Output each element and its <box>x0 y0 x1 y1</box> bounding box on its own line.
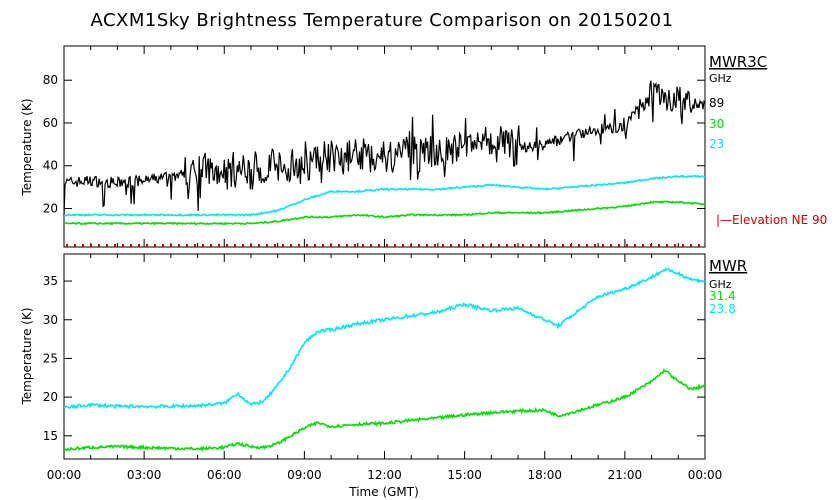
top-x-ticks <box>63 46 706 247</box>
bottom-series-line-23-8 <box>63 267 706 410</box>
top-y-tick-label: 60 <box>43 116 58 130</box>
top-panel: 20 40 60 80 Temperature (K) MWR3C GHz 89 30… <box>20 45 827 248</box>
top-legend-30: 30 <box>709 117 724 131</box>
elevation-markers <box>66 244 700 247</box>
bottom-y-tick-label: 25 <box>43 351 58 365</box>
bottom-y-tick-label: 20 <box>43 390 58 404</box>
bottom-legend-title: MWR <box>709 257 747 275</box>
x-tick-label: 21:00 <box>608 468 643 482</box>
x-axis-label: Time (GMT) <box>348 485 419 499</box>
chart-title: ACXM1Sky Brightness Temperature Comparis… <box>90 10 673 31</box>
top-y-tick-label: 40 <box>43 159 58 173</box>
bottom-x-ticks: 00:00 03:00 06:00 09:00 12:00 15:00 18:00 21:00… <box>47 254 723 482</box>
top-legend-23: 23 <box>709 137 724 151</box>
bottom-panel-frame <box>63 253 706 460</box>
bottom-legend-23-8: 23.8 <box>709 302 736 316</box>
x-tick-label: 18:00 <box>527 468 562 482</box>
bottom-series-line-31-4 <box>63 368 706 453</box>
x-tick-label: 00:00 <box>47 468 82 482</box>
bottom-y-axis-label: Temperature (K) <box>20 307 34 405</box>
elevation-annotation: |—Elevation NE 90 <box>716 213 827 227</box>
top-y-axis-label: Temperature (K) <box>20 98 34 196</box>
bottom-legend-31-4: 31.4 <box>709 289 736 303</box>
top-legend-unit: GHz <box>709 72 732 85</box>
top-y-tick-label: 20 <box>43 202 58 216</box>
bottom-legend-unit: GHz <box>709 278 732 291</box>
bottom-y-ticks: 15 20 25 30 35 <box>43 274 705 443</box>
top-y-ticks: 20 40 60 80 <box>43 73 705 216</box>
x-tick-label: 09:00 <box>287 468 322 482</box>
bottom-y-tick-label: 30 <box>43 313 58 327</box>
top-series-lines <box>63 80 706 226</box>
top-y-tick-label: 80 <box>43 73 58 87</box>
bottom-y-tick-label: 35 <box>43 274 58 288</box>
x-tick-label: 12:00 <box>367 468 402 482</box>
bottom-y-tick-label: 15 <box>43 429 58 443</box>
top-legend-title: MWR3C <box>709 53 767 71</box>
top-series-line-30 <box>63 200 706 226</box>
bottom-series-lines <box>63 267 706 453</box>
x-tick-label: 15:00 <box>447 468 482 482</box>
top-series-line-23 <box>63 174 706 218</box>
x-tick-label: 06:00 <box>207 468 242 482</box>
top-series-line-89 <box>63 80 706 216</box>
x-tick-label: 03:00 <box>127 468 162 482</box>
top-legend-89: 89 <box>709 96 724 110</box>
bottom-panel: 15 20 25 30 35 00:00 03:00 06:00 09:00 12:00 15:0… <box>20 253 747 499</box>
x-tick-label: 00:00 <box>688 468 723 482</box>
